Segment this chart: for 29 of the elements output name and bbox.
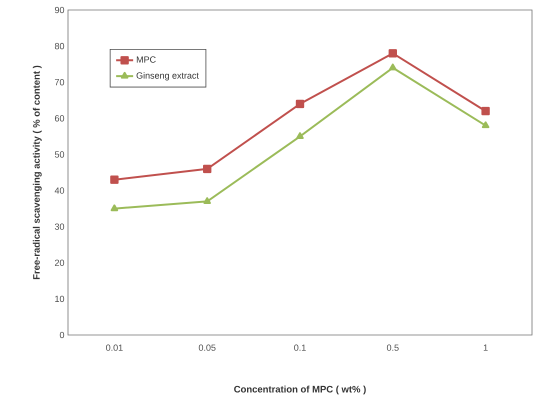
y-tick-label: 60: [54, 115, 64, 122]
y-tick-label: 50: [54, 151, 64, 158]
x-axis-title: Concentration of MPC ( wt% ): [234, 386, 366, 394]
x-tick-label: 1: [484, 344, 488, 351]
y-tick-label: 10: [55, 296, 64, 302]
y-tick-label: 80: [54, 42, 64, 50]
point: [482, 121, 490, 128]
point: [110, 176, 119, 184]
y-tick-label: 70: [54, 79, 64, 86]
legend-label: Ginseng extract: [136, 72, 199, 80]
point: [203, 197, 211, 204]
point: [481, 106, 490, 116]
y-tick-label: 20: [54, 260, 64, 266]
y-tick-label: 90: [54, 6, 64, 14]
y-tick-label: 0: [60, 332, 64, 338]
point: [296, 132, 304, 139]
point: [296, 100, 304, 108]
y-tick-label: 40: [54, 187, 64, 194]
x-tick-label: 0.01: [106, 344, 123, 351]
point: [388, 49, 397, 58]
y-tick-label: 30: [54, 223, 64, 230]
point: [203, 164, 212, 174]
legend-label: MPC: [136, 56, 156, 63]
x-tick-label: 0.1: [294, 344, 306, 351]
x-tick-label: 0.5: [386, 344, 399, 351]
y-axis-title: Free-radical scavenging activity ( % of content ): [32, 66, 42, 280]
x-tick-label: 0.05: [198, 344, 216, 351]
point: [110, 204, 118, 212]
point: [389, 64, 397, 70]
